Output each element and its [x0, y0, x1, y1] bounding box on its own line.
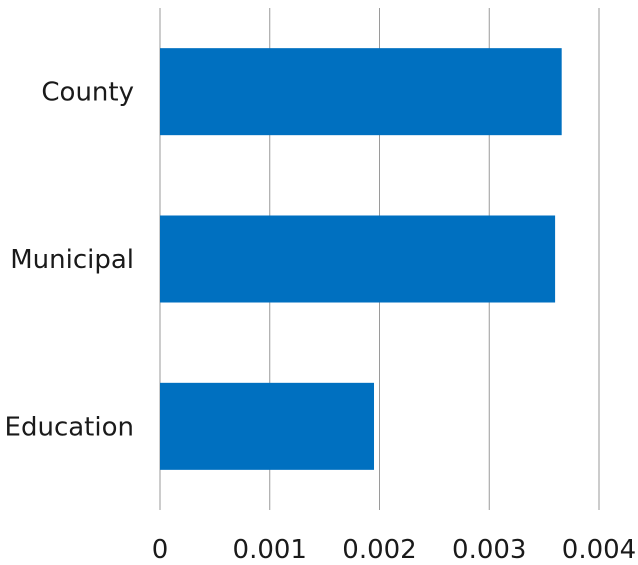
bar-layer [160, 48, 562, 470]
tick-labels: 0 0.001 0.002 0.003 0.004 [152, 535, 636, 565]
x-tick-label: 0 [152, 535, 169, 565]
category-label: Municipal [10, 245, 134, 275]
category-labels: County Municipal Education [5, 78, 134, 443]
bar-municipal [160, 215, 556, 303]
category-label: Education [5, 412, 134, 442]
x-tick-label: 0.003 [452, 535, 526, 565]
category-label: County [41, 78, 134, 108]
bar-education [160, 382, 375, 470]
x-tick-label: 0.001 [233, 535, 307, 565]
bar-county [160, 48, 562, 136]
x-tick-label: 0.004 [562, 535, 636, 565]
x-tick-label: 0.002 [342, 535, 416, 565]
